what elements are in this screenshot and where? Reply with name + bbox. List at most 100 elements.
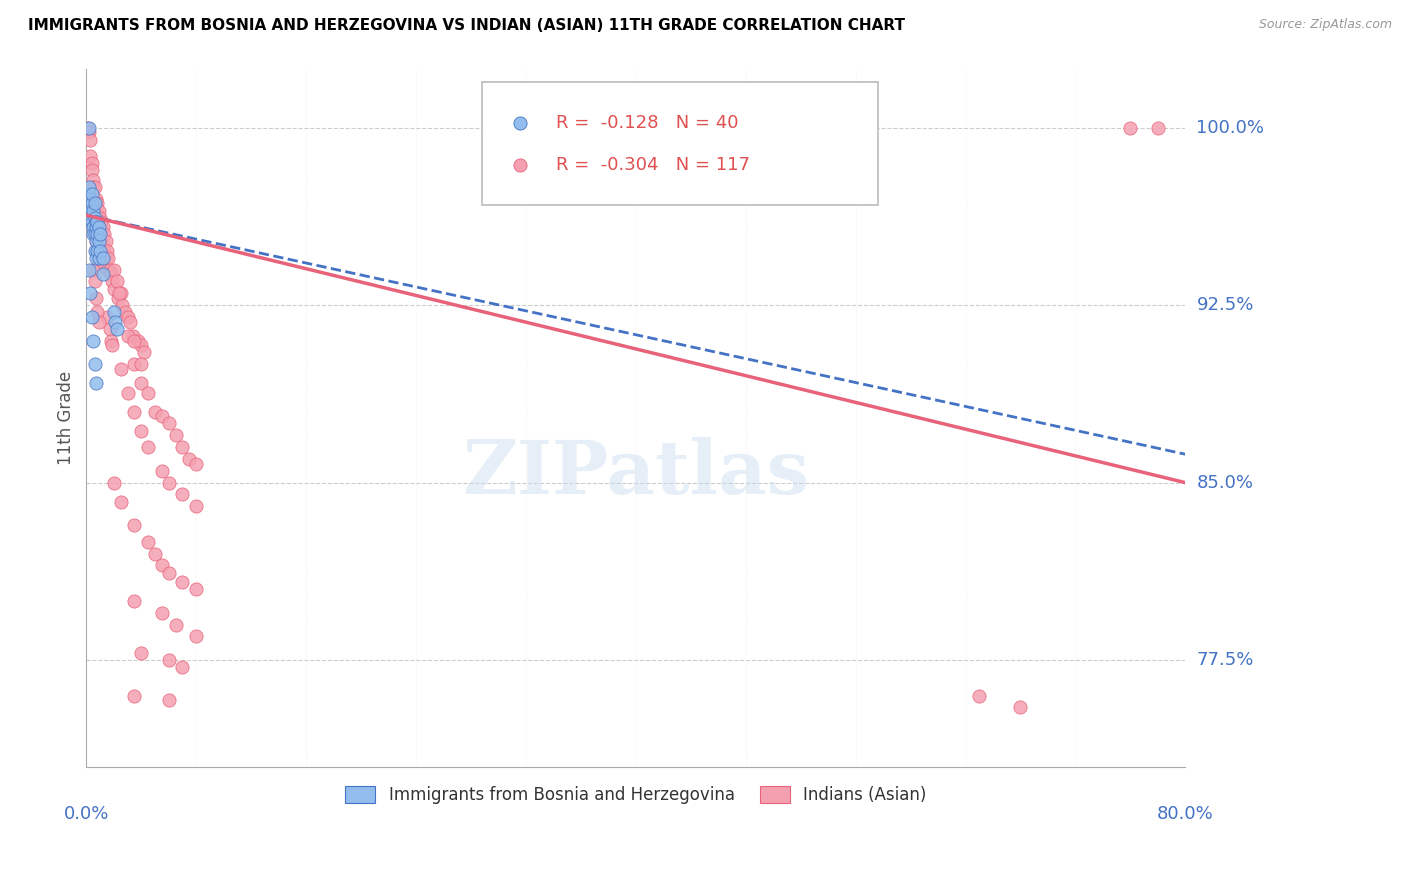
Point (172, 660, 194, 674)
Text: R =  -0.128   N = 40: R = -0.128 N = 40 (555, 114, 738, 132)
Point (83, 211, 105, 225)
Point (1119, 120, 1142, 135)
Point (105, 275, 128, 289)
Point (84, 234, 107, 248)
Point (108, 286, 131, 301)
Point (79, 192, 101, 206)
Point (100, 268, 122, 282)
Point (87, 220, 110, 235)
Point (79, 211, 101, 225)
Point (107, 291, 129, 305)
Point (143, 547, 166, 561)
Point (150, 606, 173, 620)
Point (76, 186, 98, 201)
Point (79, 203, 101, 218)
Point (80, 215, 103, 229)
Point (157, 566, 180, 580)
Point (122, 329, 145, 343)
Point (86, 244, 108, 258)
Point (82, 173, 104, 187)
Point (186, 457, 208, 471)
Text: 100.0%: 100.0% (1197, 119, 1264, 136)
Point (1010, 700, 1032, 714)
Point (89, 227, 111, 242)
Point (83, 211, 105, 225)
Point (103, 282, 125, 296)
Point (98, 322, 121, 336)
Point (90, 234, 112, 248)
Point (77, 125, 100, 139)
Point (82, 179, 104, 194)
Point (82, 262, 104, 277)
Point (83, 220, 105, 235)
Point (179, 452, 201, 467)
Text: 80.0%: 80.0% (1157, 805, 1213, 823)
Point (83, 179, 105, 194)
Point (94, 251, 117, 265)
Point (157, 417, 180, 431)
Point (129, 646, 152, 660)
Point (84, 234, 107, 248)
Point (87, 220, 110, 235)
Point (84, 220, 107, 235)
Point (617, 305, 640, 319)
Point (117, 329, 139, 343)
Point (129, 338, 152, 352)
Point (101, 275, 124, 289)
Point (84, 291, 107, 305)
Point (91, 258, 114, 272)
Point (129, 376, 152, 391)
Point (79, 132, 101, 146)
Point (110, 286, 132, 301)
Point (83, 244, 105, 258)
Point (82, 220, 104, 235)
Point (124, 334, 146, 348)
Point (86, 227, 108, 242)
Point (82, 227, 104, 242)
FancyBboxPatch shape (482, 82, 877, 204)
Point (186, 630, 208, 644)
Point (89, 227, 111, 242)
Point (89, 244, 111, 258)
Point (120, 315, 142, 329)
Point (89, 211, 111, 225)
Point (83, 357, 105, 371)
Point (96, 244, 118, 258)
Point (76, 120, 98, 135)
Point (157, 653, 180, 667)
Point (82, 203, 104, 218)
Point (136, 534, 159, 549)
Point (80, 186, 103, 201)
Point (83, 275, 105, 289)
Point (172, 574, 194, 589)
Point (96, 262, 118, 277)
Point (86, 305, 108, 319)
Point (79, 149, 101, 163)
Point (77, 179, 100, 194)
Point (96, 310, 118, 324)
Point (124, 404, 146, 418)
Point (87, 234, 110, 248)
Point (86, 244, 108, 258)
Point (87, 203, 110, 218)
Point (617, 447, 640, 461)
Point (84, 220, 107, 235)
Point (186, 500, 208, 514)
Point (90, 251, 112, 265)
Point (111, 298, 134, 312)
Point (77, 196, 100, 211)
Point (97, 251, 120, 265)
Point (124, 689, 146, 703)
Point (117, 385, 139, 400)
Point (84, 192, 107, 206)
Point (132, 345, 155, 359)
Point (93, 227, 115, 242)
Point (82, 192, 104, 206)
Point (157, 693, 180, 707)
Point (80, 310, 103, 324)
Point (150, 409, 173, 424)
Point (967, 689, 990, 703)
Text: ZIPatlas: ZIPatlas (463, 437, 810, 510)
Point (103, 475, 125, 490)
Point (1147, 120, 1170, 135)
